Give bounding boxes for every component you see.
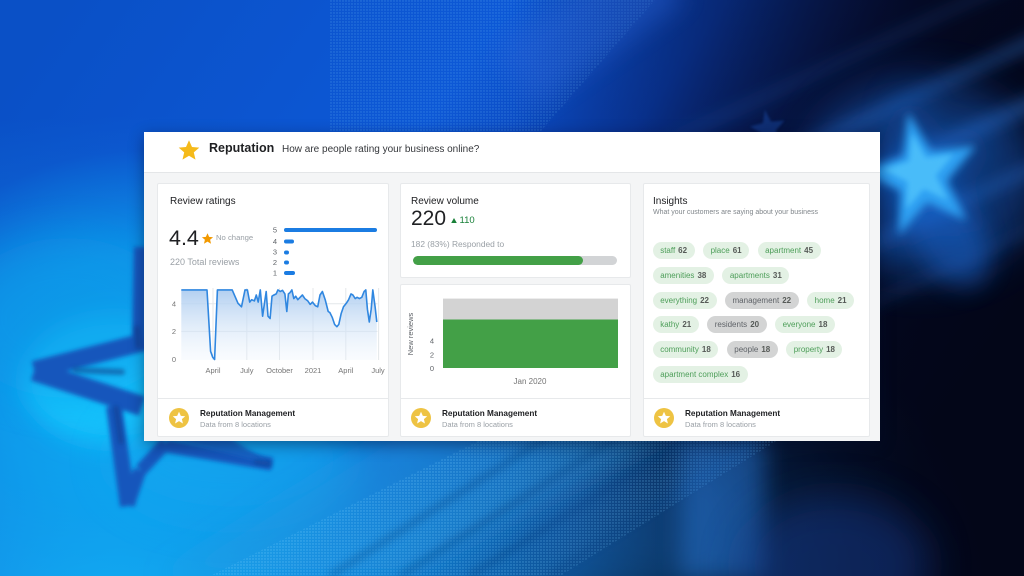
- svg-text:0: 0: [172, 355, 176, 364]
- svg-text:Jan 2020: Jan 2020: [514, 377, 547, 386]
- svg-text:1: 1: [273, 269, 277, 278]
- svg-text:July: July: [240, 366, 254, 375]
- svg-text:October: October: [266, 366, 293, 375]
- svg-text:0: 0: [430, 364, 434, 373]
- svg-text:4: 4: [273, 237, 277, 246]
- svg-text:New reviews: New reviews: [406, 312, 415, 355]
- svg-text:2021: 2021: [305, 366, 322, 375]
- svg-text:April: April: [205, 366, 220, 375]
- svg-text:3: 3: [273, 248, 277, 257]
- svg-text:July: July: [371, 366, 385, 375]
- svg-text:2: 2: [430, 351, 434, 360]
- svg-text:4: 4: [430, 337, 434, 346]
- svg-text:5: 5: [273, 226, 277, 235]
- svg-text:2: 2: [172, 327, 176, 336]
- svg-text:April: April: [338, 366, 353, 375]
- svg-text:2: 2: [273, 258, 277, 267]
- svg-text:4: 4: [172, 300, 176, 309]
